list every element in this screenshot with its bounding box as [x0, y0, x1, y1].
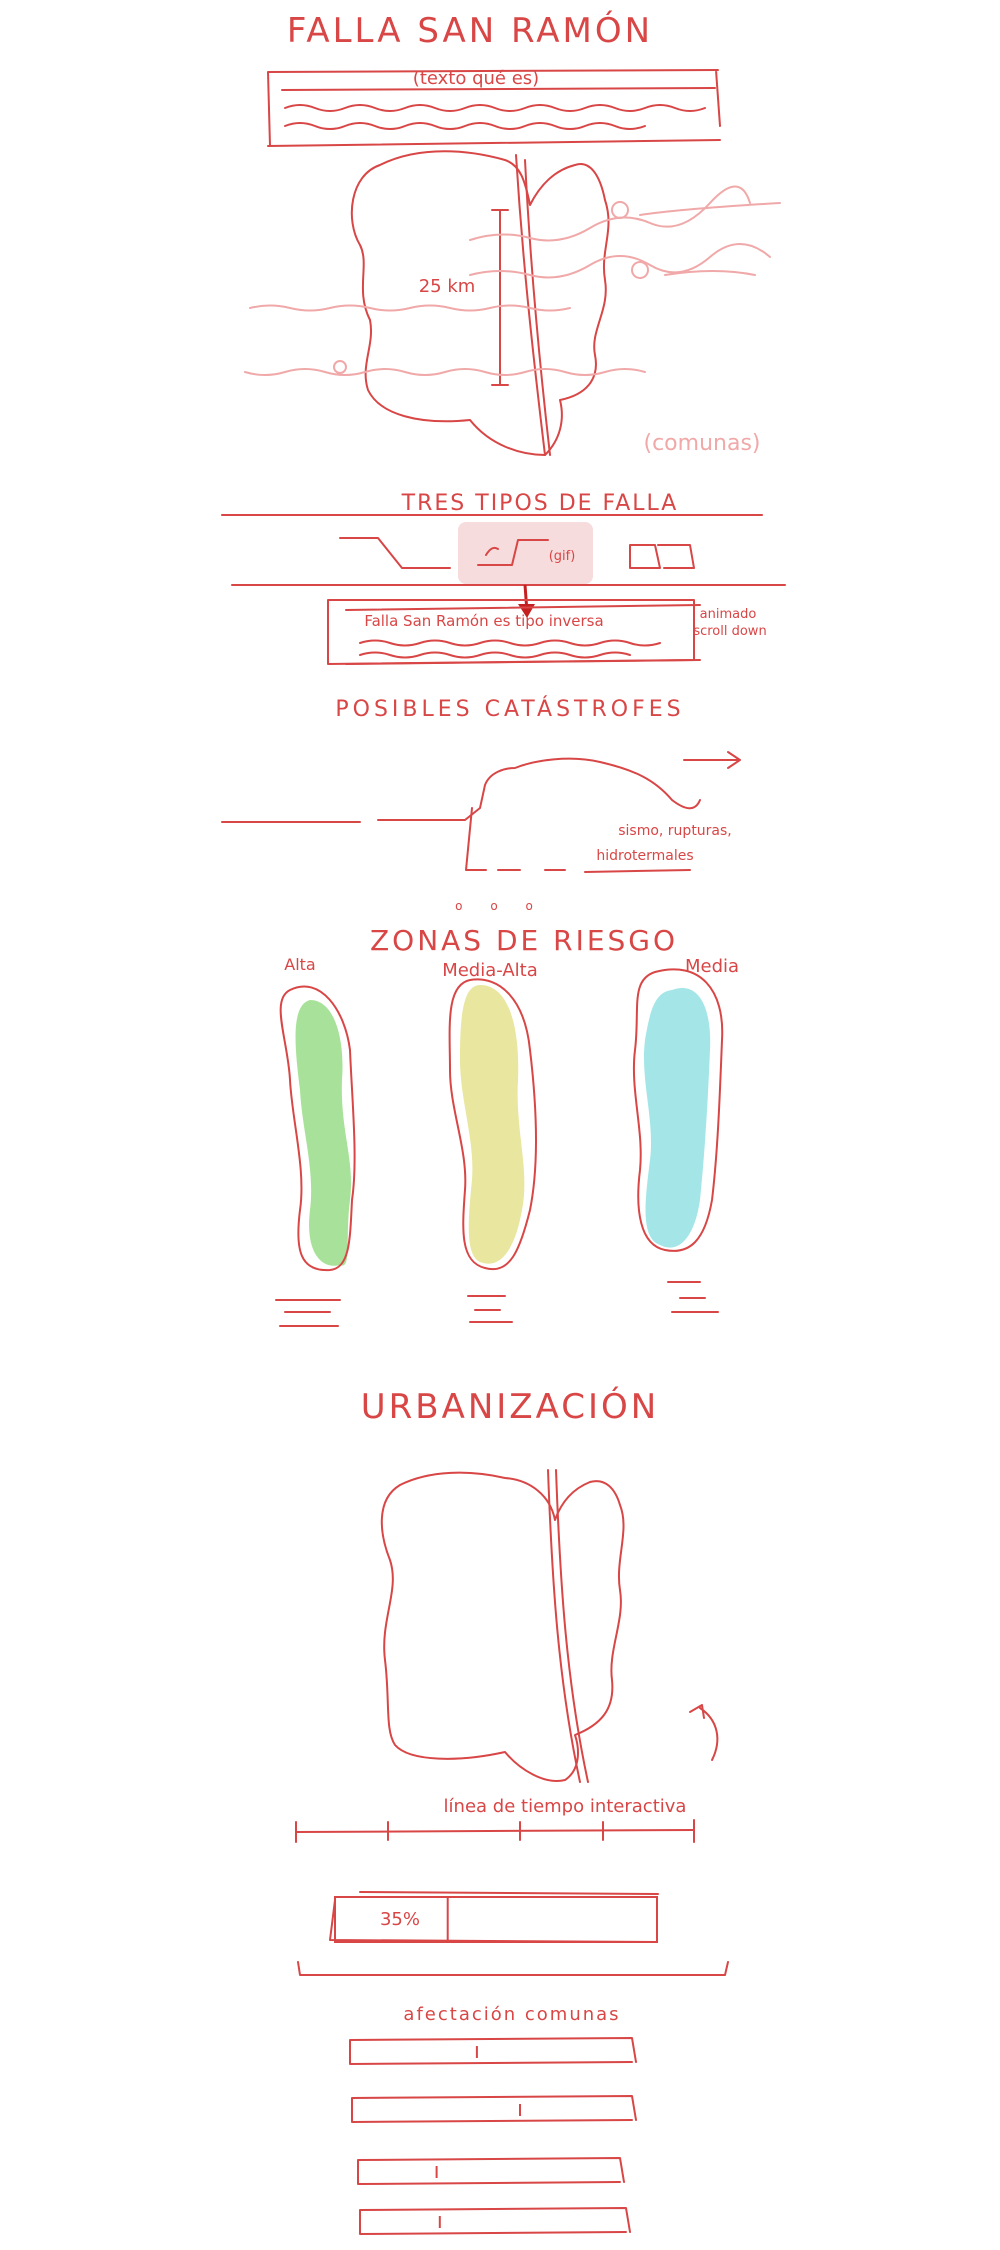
- communes-label: (comunas): [644, 431, 761, 456]
- urbanization-section: URBANIZACIÓN línea de tiempo interactiva…: [295, 1386, 729, 2235]
- zone-label-media: Media: [685, 956, 739, 977]
- risk-zone-alta[interactable]: [295, 1000, 352, 1266]
- fault-line: [555, 1469, 589, 1783]
- distance-label: 25 km: [419, 276, 476, 297]
- reverse-fault-icon[interactable]: [477, 539, 549, 566]
- arrow-right-icon: [683, 751, 741, 769]
- comuna-bar: [351, 2095, 637, 2123]
- zone-text-lines: [467, 1295, 513, 1323]
- comuna-bar: [359, 2207, 631, 2235]
- rotate-arrow-icon: [689, 1704, 719, 1761]
- terrain-profile: [465, 807, 566, 871]
- timeline-label: línea de tiempo interactiva: [444, 1796, 687, 1817]
- comuna-bar: [349, 2037, 637, 2065]
- risk-zone-media[interactable]: [643, 988, 711, 1248]
- placeholder-text-line: [284, 122, 646, 130]
- commune-marker: [631, 261, 649, 279]
- fault-types-section: TRES TIPOS DE FALLA (gif) Falla San Ramó…: [221, 491, 786, 665]
- fault-line: [547, 1469, 581, 1783]
- catastrophes-section: POSIBLES CATÁSTROFES sismo, rupturas, hi…: [221, 696, 741, 913]
- urbanization-heading: URBANIZACIÓN: [361, 1386, 659, 1427]
- commune-line: [469, 243, 771, 279]
- placeholder-text-line: [359, 651, 631, 659]
- risk-zones-section: ZONAS DE RIESGO Alta Media-Alta Media: [275, 924, 739, 1327]
- percentage-value: 35%: [380, 1909, 420, 1930]
- comunas-label: afectación comunas: [403, 2004, 620, 2025]
- timeline-track[interactable]: [295, 1829, 695, 1833]
- effects-line1: sismo, rupturas,: [618, 823, 732, 839]
- catastrophes-heading: POSIBLES CATÁSTROFES: [335, 696, 684, 722]
- commune-marker: [611, 201, 629, 219]
- strike-slip-fault-icon[interactable]: [629, 544, 695, 569]
- fault-line: [524, 159, 551, 456]
- commune-line: [249, 304, 571, 312]
- fault-types-heading: TRES TIPOS DE FALLA: [401, 491, 679, 516]
- bracket: [297, 1961, 729, 1976]
- page-title: FALLA SAN RAMÓN: [287, 10, 653, 51]
- gif-label: (gif): [549, 549, 576, 564]
- placeholder-text-line: [284, 104, 706, 112]
- intro-text-box: (texto qué es): [267, 68, 721, 147]
- zone-label-media-alta: Media-Alta: [442, 960, 538, 981]
- fault-line: [515, 154, 546, 456]
- fault-caption: Falla San Ramón es tipo inversa: [364, 612, 603, 630]
- effects-line2: hidrotermales: [596, 848, 693, 864]
- distance-marker: [491, 209, 509, 386]
- santiago-map-sketch: 25 km (comunas): [244, 150, 781, 456]
- zone-label-alta: Alta: [284, 955, 315, 974]
- selected-fault-highlight[interactable]: [458, 522, 593, 584]
- commune-line: [244, 368, 646, 376]
- risk-zones-heading: ZONAS DE RIESGO: [370, 924, 678, 957]
- commune-line: [469, 185, 751, 242]
- animation-note-line1: animado: [700, 607, 757, 622]
- comuna-bar: [357, 2157, 625, 2185]
- animation-note-line2: scroll down: [693, 624, 766, 639]
- urbanization-map-sketch: [380, 1471, 625, 1782]
- intro-note: (texto qué es): [413, 68, 539, 89]
- zone-text-lines: [275, 1299, 341, 1327]
- comuna-bars: [349, 2037, 637, 2235]
- placeholder-text-line: [359, 639, 661, 647]
- commune-marker: [333, 360, 347, 374]
- risk-zone-media-alta[interactable]: [460, 985, 525, 1264]
- timeline-ticks[interactable]: [295, 1819, 695, 1843]
- normal-fault-icon[interactable]: [339, 537, 451, 569]
- carousel-dots[interactable]: o o o: [455, 899, 545, 913]
- terrain-profile: [221, 757, 701, 823]
- zone-text-lines: [667, 1281, 719, 1313]
